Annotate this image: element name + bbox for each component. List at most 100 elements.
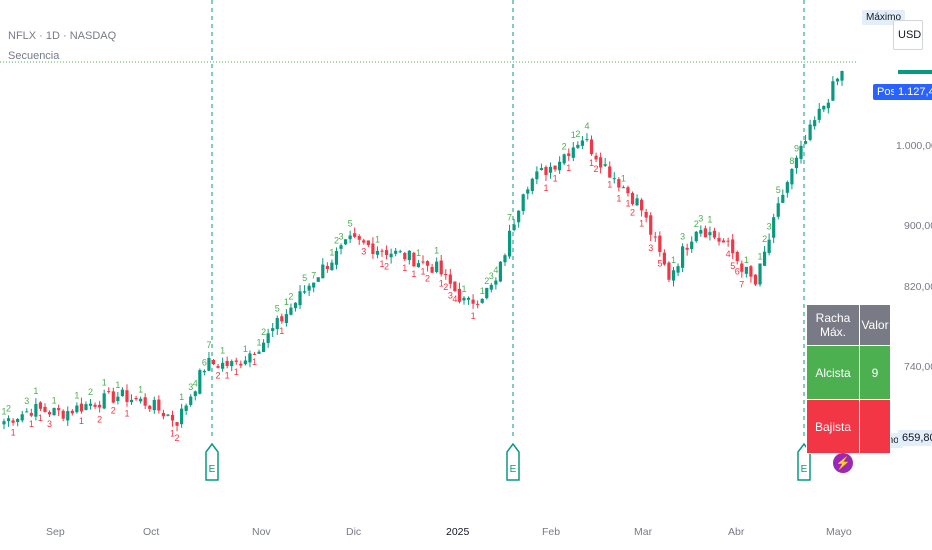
candle-body — [694, 231, 698, 242]
candle-body — [539, 168, 544, 171]
candle-body — [562, 154, 566, 164]
sequence-count: 7 — [739, 280, 744, 290]
candle-body — [389, 253, 393, 258]
candle-body — [676, 266, 680, 273]
candle-body — [316, 277, 320, 282]
sequence-count: 4 — [193, 378, 198, 388]
candle-body — [198, 370, 202, 394]
sequence-count: 3 — [188, 382, 193, 392]
sequence-count: 1 — [380, 259, 385, 269]
currency-button[interactable]: USD — [893, 20, 923, 50]
candle-body — [248, 353, 252, 363]
sequence-count: 6 — [735, 266, 740, 276]
candle-body — [817, 108, 821, 120]
candle-body — [266, 333, 270, 343]
candle-body — [284, 314, 288, 323]
candle-body — [257, 351, 261, 354]
candle-body — [239, 363, 243, 366]
candle-body — [635, 198, 639, 206]
candle-body — [202, 370, 206, 373]
candle-body — [653, 236, 657, 238]
candle-body — [394, 250, 398, 254]
candle-body — [671, 270, 676, 281]
candle-body — [799, 145, 803, 159]
sequence-count: 1 — [589, 158, 594, 168]
candle-body — [225, 360, 229, 366]
streak-bear-label: Bajista — [806, 399, 860, 454]
sequence-count: 2 — [562, 141, 567, 151]
candle-body — [435, 261, 439, 273]
sequence-count: 5 — [657, 259, 662, 269]
candle-body — [617, 179, 621, 188]
candle-body — [412, 252, 416, 267]
time-tick: Mayo — [826, 526, 852, 538]
symbol-title: NFLX · 1D · NASDAQ — [8, 30, 117, 42]
candle-body — [721, 240, 726, 243]
candle-body — [580, 140, 585, 146]
candle-body — [803, 141, 808, 144]
sequence-count: 1 — [79, 416, 84, 426]
sequence-count: 1 — [252, 357, 257, 367]
sequence-count: 1 — [170, 429, 175, 439]
sequence-count: 9 — [794, 143, 799, 153]
candle-body — [325, 265, 329, 269]
candle-body — [275, 318, 279, 330]
sequence-count: 1 — [243, 344, 248, 354]
sequence-count: 2 — [384, 261, 389, 271]
sequence-count: 2 — [288, 292, 293, 302]
indicator-name: Secuencia — [8, 50, 60, 62]
candle-body — [362, 240, 366, 243]
sequence-count: 1 — [434, 245, 439, 255]
candle-body — [749, 266, 753, 277]
time-tick: Dic — [346, 526, 362, 538]
candle-body — [507, 230, 512, 257]
candle-body — [38, 402, 43, 409]
earnings-marker[interactable]: E — [506, 442, 520, 481]
earnings-marker[interactable]: E — [205, 442, 219, 481]
sequence-count: 4 — [726, 249, 731, 259]
sequence-count: 1 — [52, 396, 57, 406]
candle-body — [840, 71, 844, 81]
candle-body — [66, 411, 70, 421]
candle-body — [717, 237, 721, 242]
sequence-count: 3 — [680, 231, 685, 241]
candle-body — [180, 408, 184, 425]
candle-body — [88, 403, 93, 406]
sequence-count: 7 — [507, 213, 512, 223]
streak-header-label: Racha Máx. — [806, 304, 860, 346]
sequence-count: 1 — [639, 219, 644, 229]
candle-body — [353, 233, 357, 237]
candle-body — [139, 398, 143, 402]
candle-body — [348, 235, 352, 240]
lightning-icon[interactable]: ⚡ — [833, 453, 853, 473]
streak-bear-value — [859, 399, 891, 454]
sequence-count: 2 — [484, 276, 489, 286]
earnings-vlines — [211, 0, 805, 440]
candle-body — [603, 164, 607, 166]
candle-body — [822, 105, 826, 110]
sequence-count: 1 — [29, 419, 34, 429]
sequence-count: 2 — [334, 235, 339, 245]
sequence-count: 3 — [24, 396, 29, 406]
sequence-count: 1 — [758, 251, 763, 261]
sequence-count: 2 — [594, 164, 599, 174]
candle-body — [457, 288, 462, 302]
candle-body — [548, 166, 553, 173]
sequence-count: 3 — [361, 247, 366, 257]
candle-body — [599, 157, 603, 168]
candle-body — [357, 236, 361, 240]
sequence-count: 1 — [220, 346, 225, 356]
sequence-count: 3 — [767, 221, 772, 231]
sequence-count: 2 — [762, 234, 767, 244]
candle-body — [735, 252, 739, 262]
earnings-marker-label: E — [510, 464, 517, 475]
candle-body — [61, 410, 65, 419]
candle-body — [740, 263, 744, 272]
candle-body — [166, 414, 170, 416]
candle-body — [398, 251, 402, 253]
candle-body — [567, 153, 571, 157]
candle-body — [594, 155, 598, 160]
candle-body — [43, 406, 47, 412]
